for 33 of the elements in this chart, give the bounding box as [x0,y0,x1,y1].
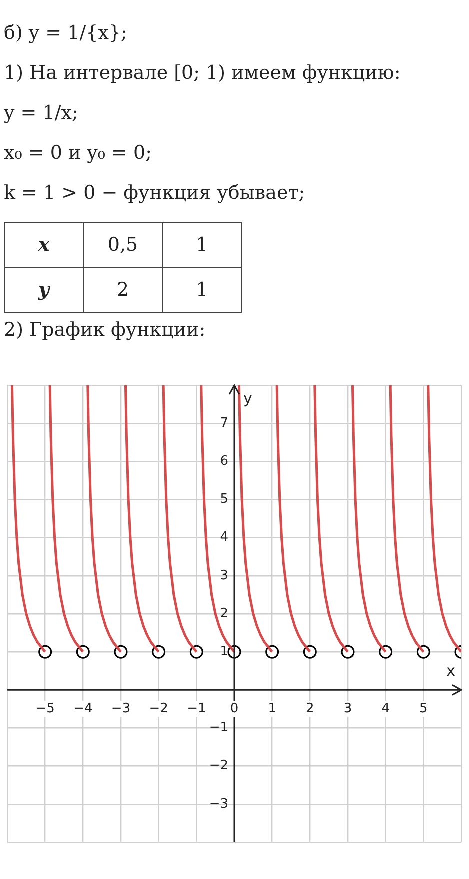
x-tick-label: −3 [111,702,131,717]
text: k = 1 > 0 − функция убывает; [4,182,306,204]
y-tick-label: 2 [220,606,228,622]
x-tick-label: 5 [420,702,428,717]
text: 1) На интервале [0; 1) имеем функцию: [4,62,402,84]
y-tick-label: 5 [220,492,228,508]
text: y = 1/x; [4,102,80,124]
y-tick-label: −3 [209,796,228,812]
y-tick-label: 4 [220,530,228,546]
y-tick-label: 7 [220,416,228,431]
text: 2 [84,268,162,312]
text: 0,5 [84,222,162,268]
x-tick-label: −2 [149,702,168,717]
y-tick-label: −1 [209,720,228,736]
text: x₀ = 0 и y₀ = 0; [4,142,154,164]
x-tick-label: −4 [74,702,93,717]
x-tick-label: 4 [382,702,390,717]
x-tick-label: 0 [230,702,239,717]
y-axis-title: y [244,389,252,408]
text: x [4,222,84,268]
x-tick-label: −1 [187,702,206,717]
text: б) y = 1/{x}; [4,22,128,44]
text: y [4,268,84,312]
y-tick-label: 3 [220,568,228,584]
text: 2) График функции: [4,319,207,341]
y-tick-label: 6 [220,454,228,470]
x-axis-title: x [446,662,456,680]
x-tick-label: 1 [268,702,276,717]
x-tick-label: 3 [344,702,352,717]
y-tick-label: 1 [220,644,228,660]
y-tick-label: −2 [209,758,228,774]
x-tick-label: −5 [36,702,55,717]
x-tick-label: 2 [306,702,314,717]
